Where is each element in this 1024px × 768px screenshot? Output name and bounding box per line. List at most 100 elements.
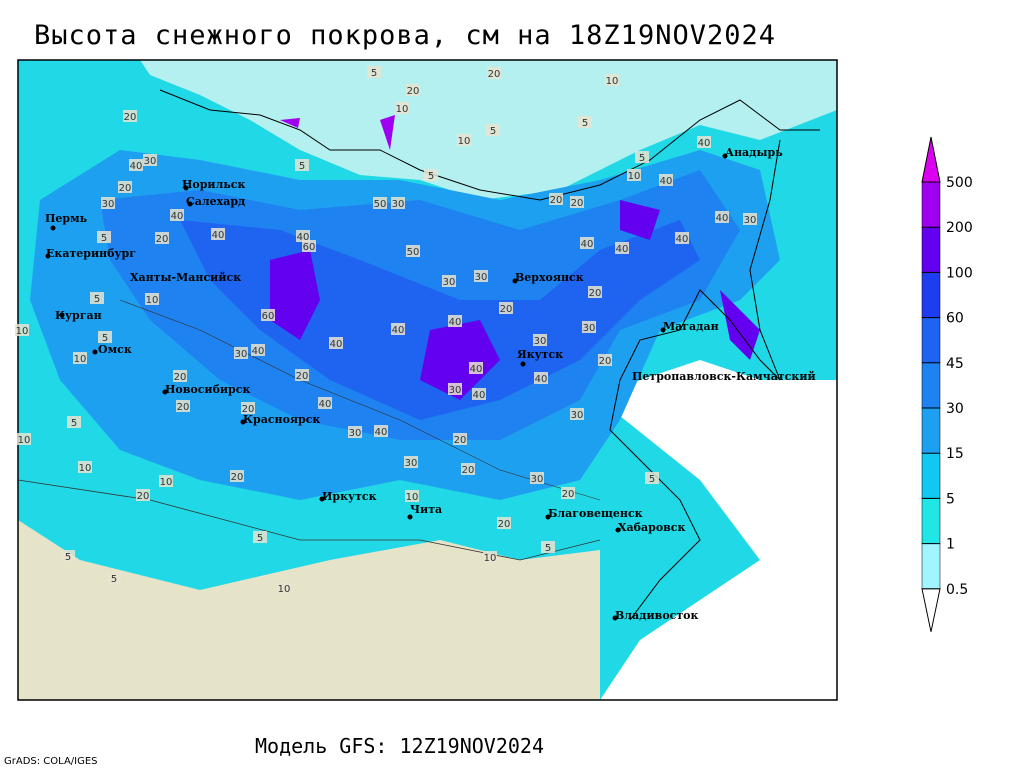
city-dot [183, 185, 189, 191]
city-label: Омск [98, 343, 132, 356]
colorbar-label: 45 [946, 356, 964, 372]
contour-label: 30 [349, 428, 362, 439]
contour-label-box [261, 309, 275, 321]
contour-label-box [318, 397, 332, 409]
contour-label: 30 [405, 458, 418, 469]
city-label: Курган [55, 309, 102, 322]
contour-label: 40 [319, 399, 332, 410]
contour-label-box [295, 159, 309, 171]
contour-label: 5 [101, 233, 107, 244]
colorbar-segment [921, 362, 941, 409]
contour-label: 40 [297, 232, 310, 243]
contour-label-box [499, 302, 513, 314]
colorbar-label: 30 [946, 401, 964, 417]
contour-label-box [474, 270, 488, 282]
contour-label-box [588, 286, 602, 298]
contour-label-box [395, 102, 409, 114]
contour-label: 20 [124, 112, 137, 123]
contour-label: 5 [582, 118, 588, 129]
colorbar-segment [921, 498, 941, 544]
contour-label: 30 [102, 199, 115, 210]
contour-label-box [541, 541, 555, 553]
contour-label-box [442, 275, 456, 287]
contour-label: 5 [649, 474, 655, 485]
colorbar-segment [921, 181, 941, 228]
pacific [600, 360, 837, 700]
contour-label: 40 [581, 239, 594, 250]
contour-label: 10 [606, 76, 619, 87]
contour-label-box [570, 408, 584, 420]
contour-label-box [15, 324, 29, 336]
city-label: Якутск [517, 348, 563, 361]
contour-label-box [391, 323, 405, 335]
contour-label: 10 [79, 463, 92, 474]
contour-label-box [483, 551, 497, 563]
city-dot [92, 349, 98, 355]
contour-label-box [534, 372, 548, 384]
contour-label: 40 [252, 346, 265, 357]
contour-label: 5 [545, 543, 551, 554]
contour-label-box [129, 159, 143, 171]
colorbar-segment [921, 272, 941, 318]
contour-label: 40 [473, 390, 486, 401]
colorbar-label: 100 [946, 265, 973, 281]
contour-label: 30 [571, 410, 584, 421]
contour-label: 40 [616, 244, 629, 255]
contour-label-box [107, 572, 121, 584]
contour-label: 40 [375, 427, 388, 438]
city-dot [45, 253, 51, 259]
contour-label: 10 [396, 104, 409, 115]
city-label: Владивосток [615, 609, 699, 622]
city-label: Верхоянск [515, 271, 584, 284]
contour-label: 30 [475, 272, 488, 283]
contour-label-box [715, 211, 729, 223]
cities: Пермь Екатеринбург Курган Омск Норильск Салех… [45, 146, 816, 622]
city-label: Хабаровск [618, 521, 685, 534]
contour-label-box [469, 362, 483, 374]
contour-label: 40 [130, 161, 143, 172]
contour-label: 40 [676, 234, 689, 245]
contour-label: 5 [371, 68, 377, 79]
contour-label-box [580, 237, 594, 249]
contour-label: 30 [534, 336, 547, 347]
contour-label-box [659, 174, 673, 186]
city-dot [162, 389, 168, 395]
city-dot [240, 419, 246, 425]
contour-label: 30 [392, 199, 405, 210]
contour-label: 10 [146, 295, 159, 306]
contour-label: 5 [71, 418, 77, 429]
city-dot [660, 327, 666, 333]
contour-label-box [170, 209, 184, 221]
colorbar-segment [921, 226, 941, 273]
city-label: Анадырь [725, 146, 783, 159]
contour-label-box [598, 354, 612, 366]
city-label: Салехард [186, 195, 245, 208]
footer: Модель GFS: 12Z19NOV2024 [255, 734, 544, 758]
contour-label-box [404, 456, 418, 468]
contour-label: 10 [18, 435, 31, 446]
contour-label-box [645, 472, 659, 484]
city-dot [722, 153, 728, 159]
contour-label: 20 [119, 183, 132, 194]
contour-label-box [405, 490, 419, 502]
contour-label-box [295, 369, 309, 381]
contour-label: 30 [583, 323, 596, 334]
city-label: Норильск [182, 178, 245, 191]
city-dot [187, 201, 193, 207]
contour-label: 10 [628, 171, 641, 182]
map [17, 59, 838, 701]
contour-label-box [530, 472, 544, 484]
contour-label-box [453, 433, 467, 445]
contour-label: 10 [160, 477, 173, 488]
city-dot [50, 225, 56, 231]
contour-label-box [90, 292, 104, 304]
contour-label: 20 [571, 198, 584, 209]
contour-label-box [302, 240, 316, 252]
city-label: Красноярск [243, 413, 320, 426]
contour-label-box [373, 197, 387, 209]
contour-label-box [98, 331, 112, 343]
contour-label-box [17, 433, 31, 445]
